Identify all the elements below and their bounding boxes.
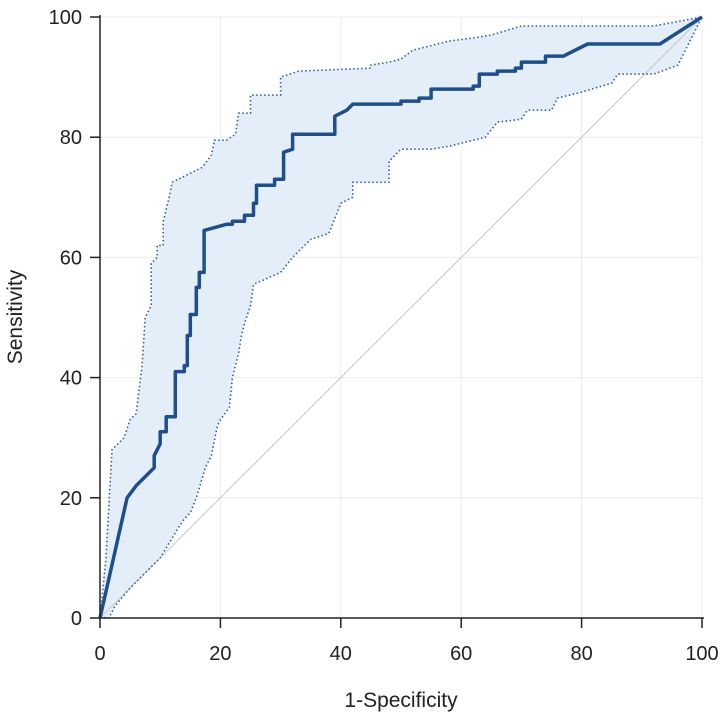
y-tick-label: 100	[49, 7, 82, 29]
axes	[99, 15, 704, 619]
confidence-band	[100, 17, 702, 618]
y-axis-ticks: 0 20 40 60 80 100	[49, 7, 100, 630]
x-axis-label: 1-Specificity	[344, 689, 458, 712]
x-tick-label: 100	[685, 643, 718, 665]
x-tick-label: 0	[94, 643, 105, 665]
y-tick-label: 40	[60, 368, 82, 390]
x-tick-label: 20	[209, 643, 231, 665]
reference-diagonal	[99, 16, 703, 619]
y-tick-label: 80	[60, 127, 82, 149]
x-tick-label: 80	[570, 643, 592, 665]
y-tick-label: 60	[60, 247, 82, 269]
y-tick-label: 0	[71, 608, 82, 630]
x-axis-ticks: 0 20 40 60 80 100	[94, 618, 719, 665]
ci-upper-line	[99, 16, 703, 619]
y-tick-label: 20	[60, 488, 82, 510]
x-tick-label: 40	[330, 643, 352, 665]
x-tick-label: 60	[450, 643, 472, 665]
y-axis-label: Sensitivity	[4, 269, 27, 364]
roc-curve	[98, 15, 703, 619]
